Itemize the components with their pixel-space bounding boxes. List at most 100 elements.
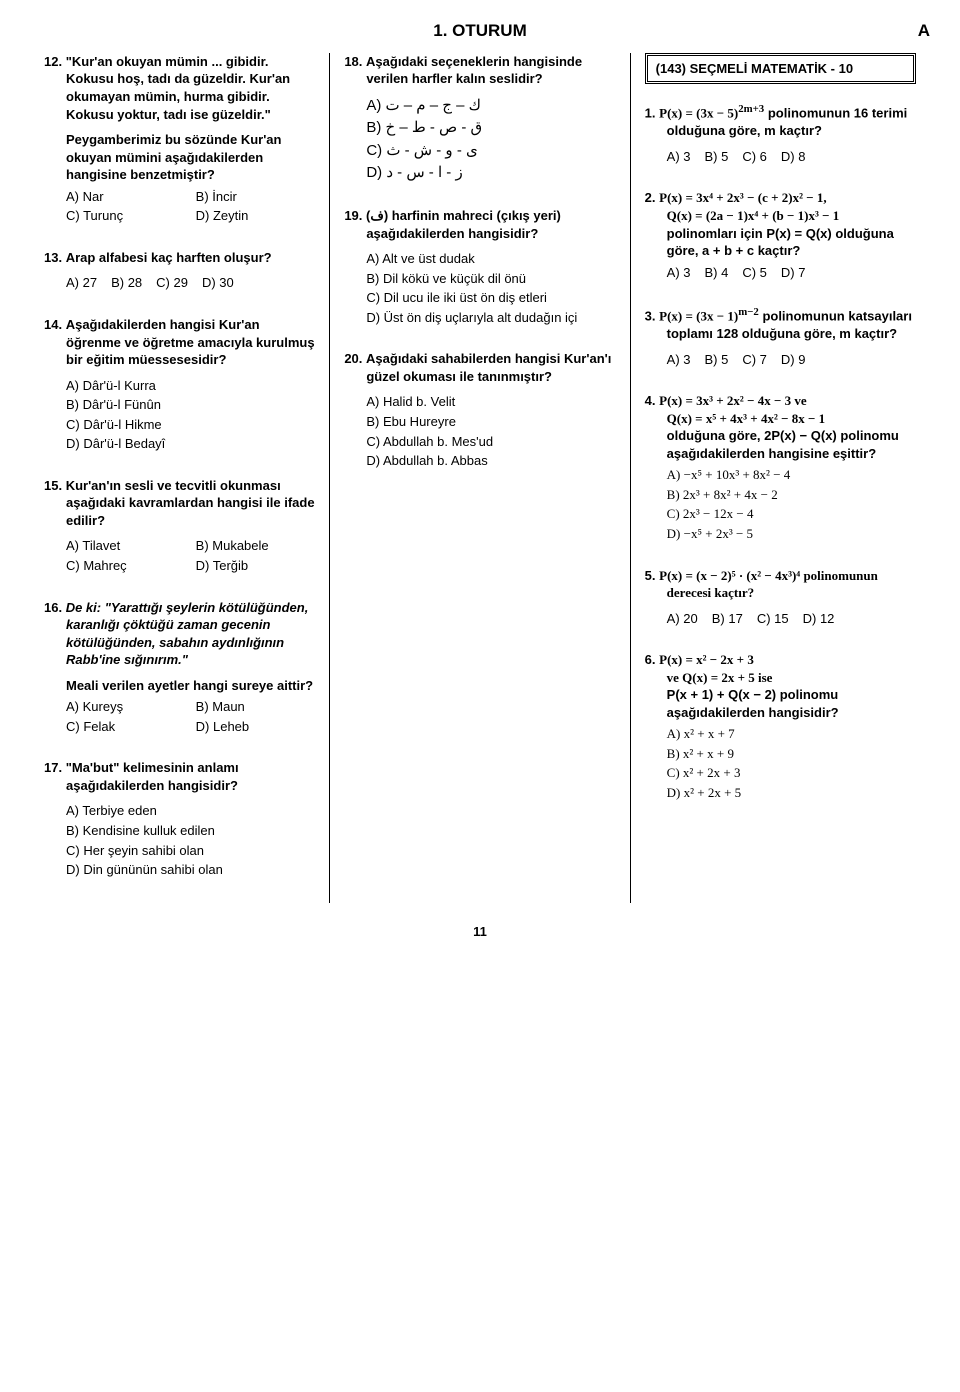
m5-stem: P(x) = (x − 2)⁵ · (x² − 4x³)⁴ polinomunu…	[659, 568, 878, 601]
booklet-letter: A	[870, 20, 930, 43]
m5-options: A) 20 B) 17 C) 15 D) 12	[645, 610, 916, 628]
m6-number: 6.	[645, 652, 656, 667]
q13-opt-a: A) 27	[66, 274, 97, 292]
math-q2: 2. P(x) = 3x⁴ + 2x³ − (c + 2)x² − 1, Q(x…	[645, 189, 916, 281]
q17-number: 17.	[44, 760, 62, 775]
m2-line2: Q(x) = (2a − 1)x⁴ + (b − 1)x³ − 1	[645, 207, 916, 225]
math-q6: 6. P(x) = x² − 2x + 3 ve Q(x) = 2x + 5 i…	[645, 651, 916, 801]
q13-opt-d: D) 30	[202, 274, 234, 292]
q18-opt-a: A) ت – م – ج – ك	[366, 96, 615, 116]
m5-number: 5.	[645, 568, 656, 583]
q15-opt-c: C) Mahreç	[66, 557, 186, 575]
q12-opt-d: D) Zeytin	[196, 207, 316, 225]
q18-opt-d: D) د - س - ا - ز	[366, 163, 615, 183]
m4-opt-c: C) 2x³ − 12x − 4	[667, 505, 916, 523]
q14-opt-d: D) Dâr'ü-l Bedayî	[66, 435, 315, 453]
m3-options: A) 3 B) 5 C) 7 D) 9	[645, 351, 916, 369]
q13-stem: Arap alfabesi kaç harften oluşur?	[66, 250, 272, 265]
m3-opt-c: C) 7	[742, 351, 767, 369]
question-20: 20. Aşağıdaki sahabilerden hangisi Kur'a…	[344, 350, 615, 469]
q13-options: A) 27 B) 28 C) 29 D) 30	[44, 274, 315, 292]
q12-stem: Peygamberimiz bu sözünde Kur'an okuyan m…	[44, 131, 315, 184]
math-section-title: (143) SEÇMELİ MATEMATİK - 10	[645, 53, 916, 85]
question-15: 15. Kur'an'ın sesli ve tecvitli okunması…	[44, 477, 315, 575]
m4-number: 4.	[645, 393, 656, 408]
page-header: 1. OTURUM A	[30, 20, 930, 43]
q15-opt-d: D) Terğib	[196, 557, 316, 575]
q17-opt-a: A) Terbiye eden	[66, 802, 315, 820]
q18-stem: Aşağıdaki seçeneklerin hangisinde verile…	[366, 54, 582, 87]
q14-opt-b: B) Dâr'ü-l Fünûn	[66, 396, 315, 414]
m3-opt-b: B) 5	[705, 351, 729, 369]
m4-options: A) −x⁵ + 10x³ + 8x² − 4 B) 2x³ + 8x² + 4…	[645, 466, 916, 542]
q20-number: 20.	[344, 351, 362, 366]
q15-options: A) Tilavet B) Mukabele C) Mahreç D) Terğ…	[44, 537, 315, 574]
m3-expr-pre: P(x) = (3x − 1)	[659, 309, 738, 324]
q19-options: A) Alt ve üst dudak B) Dil kökü ve küçük…	[344, 250, 615, 326]
q16-lead: De ki: "Yarattığı şeylerin kötülüğünden,…	[66, 600, 309, 668]
m2-stem: polinomları için P(x) = Q(x) olduğuna gö…	[645, 225, 916, 260]
m6-opt-b: B) x² + x + 9	[667, 745, 916, 763]
question-12: 12. "Kur'an okuyan mümin ... gibidir. Ko…	[44, 53, 315, 225]
m2-options: A) 3 B) 4 C) 5 D) 7	[645, 264, 916, 282]
m1-options: A) 3 B) 5 C) 6 D) 8	[645, 148, 916, 166]
q12-options: A) Nar B) İncir C) Turunç D) Zeytin	[44, 188, 315, 225]
q12-opt-c: C) Turunç	[66, 207, 186, 225]
m4-stem: olduğuna göre, 2P(x) − Q(x) polinomu aşa…	[645, 427, 916, 462]
q17-stem: "Ma'but" kelimesinin anlamı aşağıdakiler…	[66, 760, 239, 793]
m2-opt-a: A) 3	[667, 264, 691, 282]
m6-options: A) x² + x + 7 B) x² + x + 9 C) x² + 2x +…	[645, 725, 916, 801]
m4-line1: P(x) = 3x³ + 2x² − 4x − 3 ve	[659, 393, 807, 408]
m2-opt-b: B) 4	[705, 264, 729, 282]
q16-stem: Meali verilen ayetler hangi sureye aitti…	[44, 677, 315, 695]
question-18: 18. Aşağıdaki seçeneklerin hangisinde ve…	[344, 53, 615, 183]
m1-expr-pre: P(x) = (3x − 5)	[659, 106, 738, 121]
session-title: 1. OTURUM	[90, 20, 870, 43]
column-1: 12. "Kur'an okuyan mümin ... gibidir. Ko…	[30, 53, 329, 903]
q16-number: 16.	[44, 600, 62, 615]
q15-stem: Kur'an'ın sesli ve tecvitli okunması aşa…	[66, 478, 315, 528]
m2-opt-d: D) 7	[781, 264, 806, 282]
m6-opt-a: A) x² + x + 7	[667, 725, 916, 743]
m2-number: 2.	[645, 190, 656, 205]
m5-opt-b: B) 17	[712, 610, 743, 628]
q14-stem: Aşağıdakilerden hangisi Kur'an öğrenme v…	[66, 317, 315, 367]
q13-number: 13.	[44, 250, 62, 265]
q14-opt-a: A) Dâr'ü-l Kurra	[66, 377, 315, 395]
column-2: 18. Aşağıdaki seçeneklerin hangisinde ve…	[329, 53, 629, 903]
m5-opt-c: C) 15	[757, 610, 789, 628]
q12-lead: "Kur'an okuyan mümin ... gibidir. Kokusu…	[66, 54, 290, 122]
q18-number: 18.	[344, 54, 362, 69]
question-19: 19. (ف) harfinin mahreci (çıkış yeri) aş…	[344, 207, 615, 326]
q19-opt-a: A) Alt ve üst dudak	[366, 250, 615, 268]
m1-opt-b: B) 5	[705, 148, 729, 166]
question-17: 17. "Ma'but" kelimesinin anlamı aşağıdak…	[44, 759, 315, 878]
question-14: 14. Aşağıdakilerden hangisi Kur'an öğren…	[44, 316, 315, 453]
q15-opt-b: B) Mukabele	[196, 537, 316, 555]
m4-line2: Q(x) = x⁵ + 4x³ + 4x² − 8x − 1	[645, 410, 916, 428]
q12-opt-a: A) Nar	[66, 188, 186, 206]
m1-expr-exp: 2m+3	[738, 103, 764, 115]
m6-stem: P(x + 1) + Q(x − 2) polinomu aşağıdakile…	[645, 686, 916, 721]
content-columns: 12. "Kur'an okuyan mümin ... gibidir. Ko…	[30, 53, 930, 903]
q17-opt-b: B) Kendisine kulluk edilen	[66, 822, 315, 840]
m5-opt-d: D) 12	[803, 610, 835, 628]
q12-opt-b: B) İncir	[196, 188, 316, 206]
math-q3: 3. P(x) = (3x − 1)m−2 polinomunun katsay…	[645, 305, 916, 368]
question-13: 13. Arap alfabesi kaç harften oluşur? A)…	[44, 249, 315, 292]
m2-opt-c: C) 5	[742, 264, 767, 282]
q16-opt-b: B) Maun	[196, 698, 316, 716]
q19-opt-c: C) Dil ucu ile iki üst ön diş etleri	[366, 289, 615, 307]
q16-opt-a: A) Kureyş	[66, 698, 186, 716]
q20-opt-a: A) Halid b. Velit	[366, 393, 615, 411]
q15-number: 15.	[44, 478, 62, 493]
m6-line1: P(x) = x² − 2x + 3	[659, 652, 754, 667]
m6-opt-c: C) x² + 2x + 3	[667, 764, 916, 782]
m6-opt-d: D) x² + 2x + 5	[667, 784, 916, 802]
q18-opt-b: B) خ – ط - ص - ق	[366, 118, 615, 138]
m3-opt-d: D) 9	[781, 351, 806, 369]
q19-number: 19.	[344, 208, 362, 223]
question-16: 16. De ki: "Yarattığı şeylerin kötülüğün…	[44, 599, 315, 736]
q18-opt-c: C) ث - ش - و - ى	[366, 141, 615, 161]
q17-opt-c: C) Her şeyin sahibi olan	[66, 842, 315, 860]
